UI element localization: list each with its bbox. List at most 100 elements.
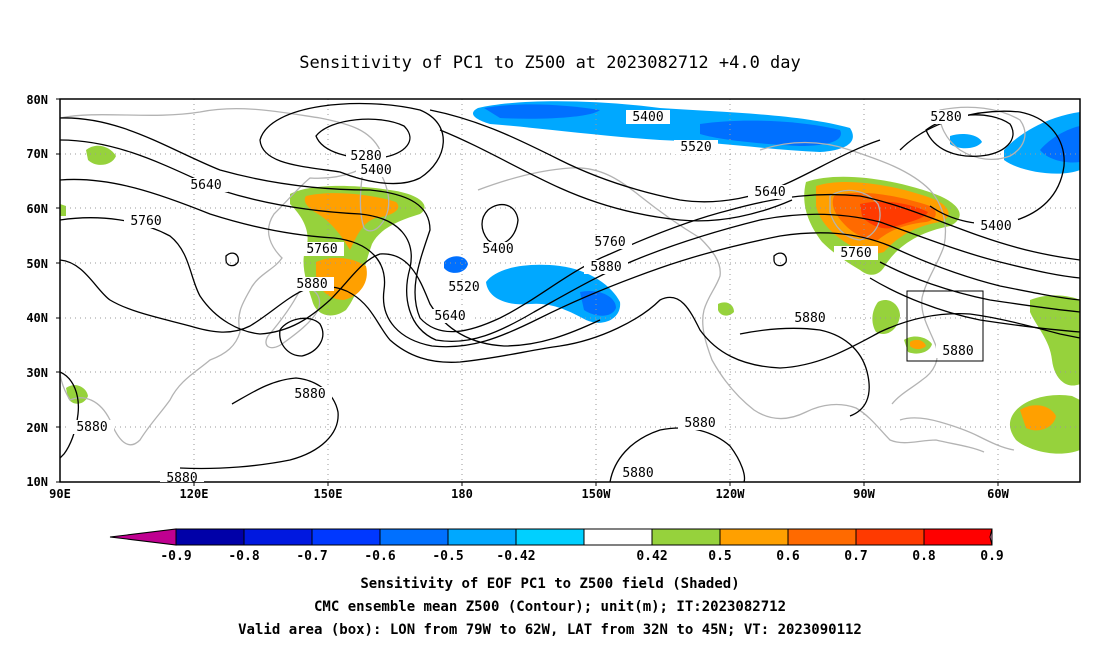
- svg-text:5880: 5880: [166, 471, 197, 486]
- contour-lobe-namerica: [773, 252, 787, 267]
- contour-lobe-asia: [225, 252, 239, 267]
- svg-text:5880: 5880: [794, 311, 825, 326]
- svg-text:5400: 5400: [632, 110, 663, 125]
- contour-label: 5880: [70, 420, 114, 435]
- colorbar-swatch: [175, 528, 245, 546]
- lon-label: 180: [451, 487, 473, 501]
- svg-text:5880: 5880: [622, 466, 653, 481]
- contour-label: 5760: [588, 235, 632, 250]
- svg-text:5880: 5880: [942, 344, 973, 359]
- contour-label: 5760: [300, 242, 344, 257]
- contour-5880-east: [559, 296, 1080, 369]
- colorbar-swatch: [719, 528, 789, 546]
- contour-5880-namerica: [739, 327, 870, 417]
- colorbar-tick-label: -0.6: [364, 549, 395, 564]
- negative-sensitivity-atlantic-core: [1040, 126, 1080, 163]
- coast-greenland: [939, 106, 1026, 161]
- svg-text:5760: 5760: [306, 242, 337, 257]
- positive-sensitivity-valid-box-orange: [910, 339, 926, 349]
- map-panel: 80N 70N 60N 50N 40N 30N 20N 10N 90E 120E…: [26, 93, 1081, 501]
- contour-label: 5280: [924, 110, 968, 125]
- contour-label: 5880: [936, 344, 980, 359]
- colorbar-swatch: [923, 528, 993, 546]
- contour-label: 5400: [626, 110, 670, 125]
- positive-sensitivity-caribbean-orange: [1020, 405, 1056, 431]
- colorbar-swatch: [583, 528, 653, 546]
- svg-text:5760: 5760: [594, 235, 625, 250]
- colorbar-swatch: [515, 528, 585, 546]
- svg-text:5400: 5400: [980, 219, 1011, 234]
- contour-arctic-ridge-2: [439, 129, 793, 222]
- colorbar-tick-label: 0.8: [912, 549, 936, 564]
- coast-kamchatka: [359, 148, 390, 232]
- colorbar-tick-label: 0.9: [980, 549, 1003, 564]
- contour-label: 5880: [678, 416, 722, 431]
- colorbar-swatch: [379, 528, 449, 546]
- svg-text:5880: 5880: [76, 420, 107, 435]
- contour-ridge-east: [879, 261, 1080, 313]
- contour-label: 5400: [974, 219, 1018, 234]
- lon-label: 60W: [987, 487, 1009, 501]
- colorbar: -0.9 -0.8 -0.7 -0.6 -0.5 -0.42 0.42 0.5 0.6 0.7 0.…: [109, 528, 1004, 564]
- svg-text:5280: 5280: [350, 149, 381, 164]
- colorbar-swatch: [787, 528, 857, 546]
- contour-label: 5400: [356, 163, 396, 178]
- valid-area-box: [906, 290, 984, 362]
- contour-label: 5280: [346, 149, 386, 164]
- negative-sensitivity-greenland: [950, 134, 982, 149]
- colorbar-swatch: [447, 528, 517, 546]
- svg-text:5400: 5400: [482, 242, 513, 257]
- negative-sensitivity-pacific-core: [580, 290, 616, 316]
- positive-sensitivity-atlantic-east: [1030, 295, 1080, 386]
- lon-label: 150W: [582, 487, 612, 501]
- svg-text:5880: 5880: [684, 416, 715, 431]
- svg-text:5520: 5520: [680, 140, 711, 155]
- svg-text:5880: 5880: [294, 387, 325, 402]
- svg-text:5880: 5880: [590, 260, 621, 275]
- negative-sensitivity-arctic-core: [700, 120, 841, 146]
- map-frame: [59, 98, 1081, 483]
- contour-label: 5640: [748, 185, 792, 200]
- colorbar-tick-label: -0.8: [228, 549, 259, 564]
- svg-text:5640: 5640: [190, 178, 221, 193]
- colorbar-swatch: [855, 528, 925, 546]
- contour-label: 5640: [428, 309, 472, 324]
- colorbar-tick-label: 0.7: [844, 549, 867, 564]
- contour-label: 5520: [674, 140, 718, 155]
- colorbar-tick-label: 0.6: [776, 549, 800, 564]
- colorbar-min-triangle: [109, 528, 177, 546]
- svg-text:5640: 5640: [754, 185, 785, 200]
- coast-caribbean: [899, 417, 1015, 451]
- contour-label: 5760: [124, 214, 168, 229]
- coast-north-america-east: [759, 141, 947, 405]
- lat-label: 60N: [26, 202, 48, 216]
- lat-label: 10N: [26, 475, 48, 489]
- svg-text:5760: 5760: [130, 214, 161, 229]
- lat-label: 30N: [26, 366, 48, 380]
- contour-5280-low: [315, 118, 411, 159]
- lat-label: 50N: [26, 257, 48, 271]
- caption-line-1: Sensitivity of EOF PC1 to Z500 field (Sh…: [360, 576, 739, 592]
- contour-label: 5880: [786, 311, 788, 313]
- contour-labels: 5280 5400 5640 5760 5760 5880 5880 5880 …: [70, 110, 1018, 486]
- coast-asia: [60, 108, 381, 446]
- svg-text:5880: 5880: [296, 277, 327, 292]
- positive-sensitivity-siberia: [86, 145, 116, 165]
- lon-label: 120E: [180, 487, 209, 501]
- contour-5880-asia-south: [60, 371, 80, 459]
- colorbar-tick-label: -0.7: [296, 549, 327, 564]
- contour-5880-pacific-south: [179, 377, 339, 470]
- lon-axis: 90E 120E 150E 180 150W 120W 90W 60W: [49, 482, 1010, 501]
- contour-label: 5880: [290, 277, 334, 292]
- contour-lobe-pacific: [481, 203, 519, 245]
- contour-trough-a: [60, 117, 1080, 333]
- lat-axis: 80N 70N 60N 50N 40N 30N 20N 10N: [26, 93, 60, 489]
- contour-label: 5880: [584, 260, 628, 275]
- lat-label: 80N: [26, 93, 48, 107]
- caption-line-3: Valid area (box): LON from 79W to 62W, L…: [238, 622, 862, 638]
- colorbar-tick-label: 0.5: [708, 549, 731, 564]
- colorbar-tick-label: -0.9: [160, 549, 191, 564]
- svg-text:5640: 5640: [434, 309, 465, 324]
- svg-text:5400: 5400: [360, 163, 391, 178]
- contour-label: 5880: [160, 471, 204, 486]
